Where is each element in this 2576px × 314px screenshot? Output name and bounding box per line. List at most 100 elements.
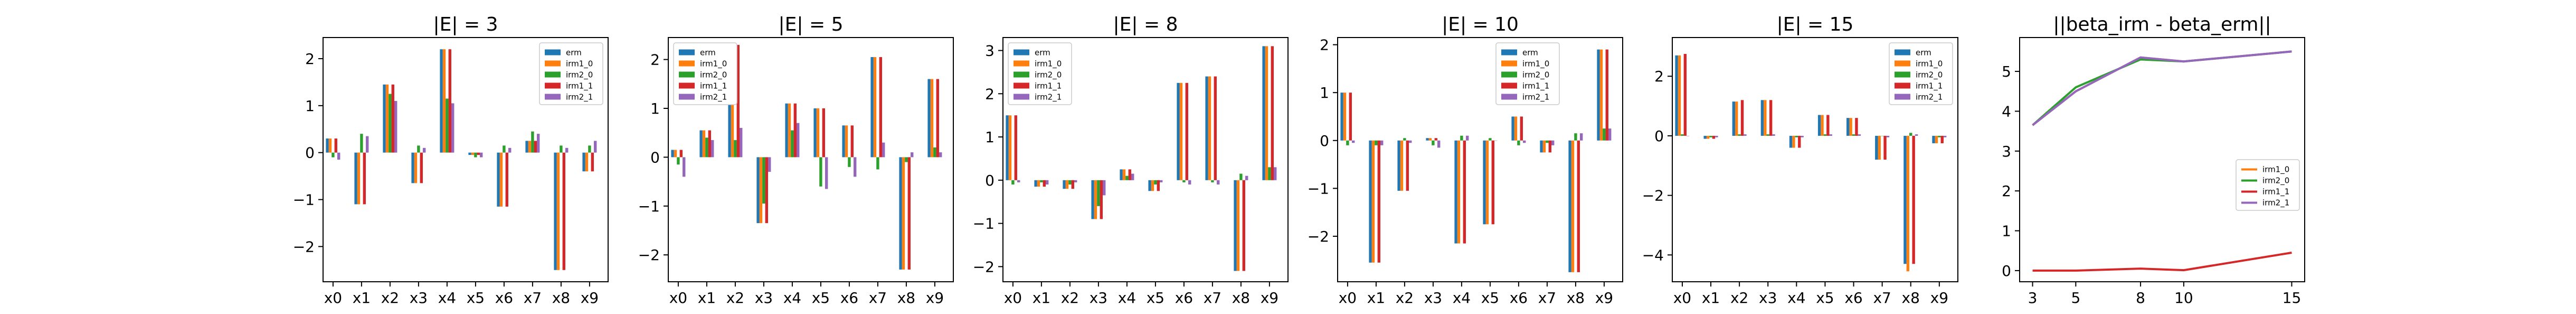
- bar-irm2_1-x1: [366, 136, 369, 153]
- bar-irm1_0-x5: [1151, 180, 1154, 191]
- y-tick-label: 3: [985, 42, 995, 60]
- x-tick-label: x2: [1396, 289, 1414, 307]
- y-tick-label: −1: [1308, 180, 1329, 197]
- bar-erm-x5: [468, 152, 471, 155]
- bar-irm1_1-x8: [1242, 180, 1245, 271]
- bar-irm2_0-x4: [1795, 135, 1798, 137]
- x-tick-label: x5: [1147, 289, 1164, 307]
- bar-irm2_1-x2: [1409, 140, 1412, 143]
- bar-erm-x3: [1091, 180, 1094, 219]
- x-tick-label: 5: [2071, 289, 2080, 307]
- line-irm1_0: [2032, 50, 2292, 126]
- bar-irm1_0-x2: [1065, 180, 1069, 189]
- bar-irm2_0-x1: [1040, 180, 1043, 182]
- x-tick-label: x9: [581, 289, 599, 307]
- bar-irm2_1-x8: [911, 152, 914, 158]
- y-tick-label: 2: [650, 51, 660, 69]
- y-tick-label: −2: [1642, 187, 1664, 205]
- y-tick-label: 1: [985, 128, 995, 146]
- bar-erm-x9: [1932, 135, 1935, 144]
- bar-irm2_0-x0: [1346, 140, 1349, 145]
- bar-irm1_1-x0: [334, 138, 337, 153]
- bar-erm-x8: [1568, 140, 1571, 272]
- bar-irm2_0-x4: [446, 98, 449, 153]
- bar-erm-x9: [1262, 46, 1265, 180]
- legend-label: irm1_1: [2262, 187, 2289, 197]
- bar-irm1_0-x1: [357, 152, 361, 205]
- bar-erm-x0: [671, 150, 674, 158]
- y-tick-label: −2: [293, 238, 315, 255]
- bar-irm1_1-x7: [1548, 140, 1551, 153]
- y-tick-label: 1: [1320, 84, 1329, 101]
- bar-irm2_1-x8: [1915, 134, 1918, 136]
- bar-irm1_1-x0: [679, 150, 683, 158]
- bar-irm1_1-x0: [1349, 93, 1352, 141]
- bar-irm2_1-x7: [1217, 180, 1220, 185]
- bar-irm2_1-x6: [1858, 134, 1861, 136]
- x-tick-label: x2: [726, 289, 744, 307]
- bar-erm-x5: [813, 108, 817, 158]
- bar-irm2_1-x6: [1523, 140, 1526, 143]
- x-tick-label: x7: [869, 289, 887, 307]
- bar-irm1_0-x6: [499, 152, 503, 207]
- legend-label: irm2_1: [1035, 93, 1062, 103]
- bar-irm2_0-x2: [1738, 134, 1741, 136]
- bar-irm1_1-x9: [591, 152, 594, 172]
- bar-irm1_0-x6: [1179, 82, 1183, 180]
- x-tick-label: x0: [1004, 289, 1022, 307]
- legend-box: [2236, 159, 2300, 211]
- bar-irm1_1-x4: [793, 103, 797, 158]
- bar-erm-x4: [440, 49, 443, 153]
- x-tick-label: x1: [1033, 289, 1050, 307]
- legend-label: irm2_0: [1522, 70, 1549, 80]
- bar-irm1_1-x2: [1071, 180, 1074, 189]
- bar-irm2_1-x8: [1580, 133, 1583, 141]
- bar-irm2_0-x3: [1432, 140, 1435, 145]
- bar-irm1_1-x3: [1769, 100, 1773, 136]
- bar-irm1_1-x7: [1214, 76, 1217, 180]
- bar-erm-x1: [699, 130, 703, 158]
- bar-irm2_0-x1: [705, 137, 708, 158]
- bar-erm-x6: [1511, 116, 1514, 141]
- legend-label: irm1_1: [700, 81, 727, 91]
- bar-irm1_1-x0: [1683, 53, 1687, 136]
- bar-irm2_1-x9: [1608, 128, 1612, 141]
- bar-irm1_0-x8: [1236, 180, 1240, 271]
- x-tick-label: x9: [1261, 289, 1278, 307]
- x-tick-label: 8: [2136, 289, 2145, 307]
- legend-label: erm: [1916, 48, 1931, 58]
- x-tick-label: x5: [812, 289, 830, 307]
- bar-irm1_0-x0: [1678, 55, 1681, 136]
- legend-label: erm: [566, 48, 582, 58]
- x-tick-label: x4: [783, 289, 801, 307]
- bar-irm1_1-x1: [1377, 140, 1380, 263]
- line-irm2_1: [2032, 50, 2292, 126]
- bar-erm-x9: [582, 152, 585, 172]
- legend-box: [673, 42, 737, 105]
- legend-label: irm1_1: [1522, 81, 1549, 91]
- legend-swatch-irm2_0: [679, 71, 695, 78]
- y-tick-label: −1: [638, 198, 660, 215]
- bar-irm2_0-x0: [332, 152, 335, 158]
- x-tick-label: x8: [552, 289, 570, 307]
- legend-swatch-erm: [1501, 49, 1517, 56]
- legend-label: irm2_1: [1522, 93, 1549, 103]
- y-tick-label: −1: [293, 191, 315, 209]
- bar-irm2_0-x5: [1823, 134, 1827, 136]
- bar-irm1_1-x6: [1520, 116, 1523, 141]
- bar-irm1_1-x5: [1157, 180, 1160, 191]
- bar-erm-x5: [1817, 115, 1821, 136]
- bar-irm2_0-x4: [1125, 176, 1129, 180]
- x-tick-label: x4: [438, 289, 456, 307]
- bar-irm2_0-x5: [1154, 180, 1157, 185]
- plot-frame: [1672, 37, 1958, 282]
- bar-irm2_1-x1: [711, 140, 714, 158]
- bar-irm1_0-x3: [414, 152, 418, 183]
- legend-box: [539, 42, 603, 105]
- bar-irm1_0-x6: [1849, 118, 1852, 136]
- bar-irm1_0-x9: [930, 79, 934, 158]
